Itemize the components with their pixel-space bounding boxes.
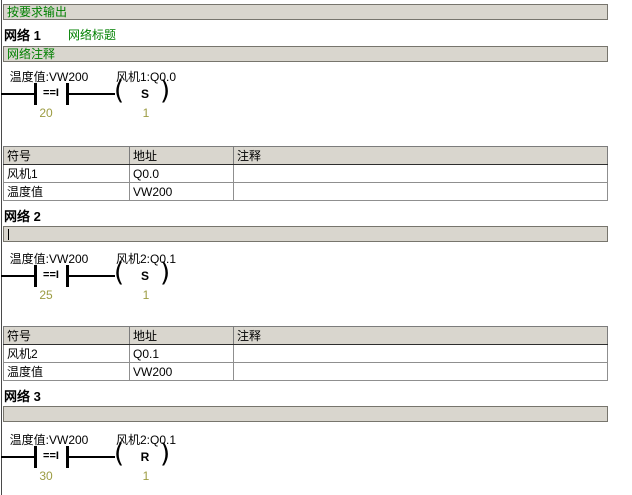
col-address: 地址 [129, 326, 234, 345]
address-cell: VW200 [129, 362, 234, 381]
network-1-title[interactable]: 网络标题 [68, 28, 117, 42]
compare-contact-op[interactable]: ==I [43, 269, 59, 281]
symbol-cell: 风机1 [3, 164, 130, 183]
col-comment: 注释 [233, 326, 608, 345]
coil-op[interactable]: R [140, 450, 150, 464]
address-cell: Q0.1 [129, 344, 234, 363]
col-symbol: 符号 [3, 146, 130, 165]
table-row: 温度值 VW200 [3, 182, 608, 201]
symbol-cell: 温度值 [3, 182, 130, 201]
contact-operand-label[interactable]: 温度值:VW200 [9, 433, 89, 447]
network-3-rung: 温度值:VW200 风机2:Q0.1 ==I ( R ) 30 1 [0, 429, 300, 485]
address-cell: VW200 [129, 182, 234, 201]
power-rail [1, 0, 2, 495]
wire-segment [69, 275, 115, 277]
col-symbol: 符号 [3, 326, 130, 345]
network-2-header: 网络 2 [4, 206, 41, 224]
coil-paren-right: ) [160, 439, 171, 469]
coil-op[interactable]: S [140, 269, 150, 283]
network-3-comment-bar[interactable] [3, 406, 608, 422]
table-row: 风机1 Q0.0 [3, 164, 608, 183]
comment-cell [233, 164, 608, 183]
coil-paren-right: ) [160, 258, 171, 288]
contact-operand-label[interactable]: 温度值:VW200 [9, 70, 89, 84]
wire-segment [1, 456, 34, 458]
contact-bar-left[interactable] [34, 83, 37, 105]
contact-bar-right[interactable] [66, 83, 69, 105]
network-3-name: 网络 3 [4, 389, 41, 404]
network-1-header: 网络 1 网络标题 [4, 25, 116, 43]
contact-operand-label[interactable]: 温度值:VW200 [9, 252, 89, 266]
comment-cell [233, 182, 608, 201]
text-cursor [8, 229, 9, 240]
symbol-cell: 温度值 [3, 362, 130, 381]
coil-paren-left: ( [114, 439, 125, 469]
contact-bar-right[interactable] [66, 446, 69, 468]
contact-bar-left[interactable] [34, 446, 37, 468]
wire-segment [1, 93, 34, 95]
network-1-name: 网络 1 [4, 28, 41, 43]
network-2-rung: 温度值:VW200 风机2:Q0.1 ==I ( S ) 25 1 [0, 248, 300, 304]
coil-operand-label[interactable]: 风机2:Q0.1 [115, 252, 177, 266]
compare-contact-op[interactable]: ==I [43, 87, 59, 99]
program-title: 按要求输出 [7, 5, 68, 19]
col-comment: 注释 [233, 146, 608, 165]
compare-value[interactable]: 30 [39, 469, 53, 483]
network-1-comment-bar[interactable]: 网络注释 [3, 46, 608, 62]
col-address: 地址 [129, 146, 234, 165]
wire-segment [69, 93, 115, 95]
wire-segment [69, 456, 115, 458]
coil-paren-right: ) [160, 76, 171, 106]
wire-segment [1, 275, 34, 277]
coil-paren-left: ( [114, 258, 125, 288]
symbol-cell: 风机2 [3, 344, 130, 363]
address-cell: Q0.0 [129, 164, 234, 183]
comment-cell [233, 344, 608, 363]
compare-value[interactable]: 20 [39, 106, 53, 120]
contact-bar-right[interactable] [66, 265, 69, 287]
table-header-row: 符号 地址 注释 [3, 146, 608, 165]
table-row: 温度值 VW200 [3, 362, 608, 381]
coil-value[interactable]: 1 [142, 106, 150, 120]
network-2-comment-bar[interactable] [3, 226, 608, 242]
table-row: 风机2 Q0.1 [3, 344, 608, 363]
symbol-table-1: 符号 地址 注释 风机1 Q0.0 温度值 VW200 [3, 146, 608, 201]
network-1-comment: 网络注释 [7, 47, 56, 61]
contact-bar-left[interactable] [34, 265, 37, 287]
symbol-table-2: 符号 地址 注释 风机2 Q0.1 温度值 VW200 [3, 326, 608, 381]
coil-value[interactable]: 1 [142, 288, 150, 302]
network-3-header: 网络 3 [4, 386, 41, 404]
coil-value[interactable]: 1 [142, 469, 150, 483]
program-title-bar[interactable]: 按要求输出 [3, 4, 608, 20]
network-1-rung: 温度值:VW200 风机1:Q0.0 ==I ( S ) 20 1 [0, 66, 300, 122]
compare-value[interactable]: 25 [39, 288, 53, 302]
coil-paren-left: ( [114, 76, 125, 106]
table-header-row: 符号 地址 注释 [3, 326, 608, 345]
comment-cell [233, 362, 608, 381]
compare-contact-op[interactable]: ==I [43, 450, 59, 462]
coil-op[interactable]: S [140, 87, 150, 101]
network-2-name: 网络 2 [4, 209, 41, 224]
coil-operand-label[interactable]: 风机2:Q0.1 [115, 433, 177, 447]
coil-operand-label[interactable]: 风机1:Q0.0 [115, 70, 177, 84]
